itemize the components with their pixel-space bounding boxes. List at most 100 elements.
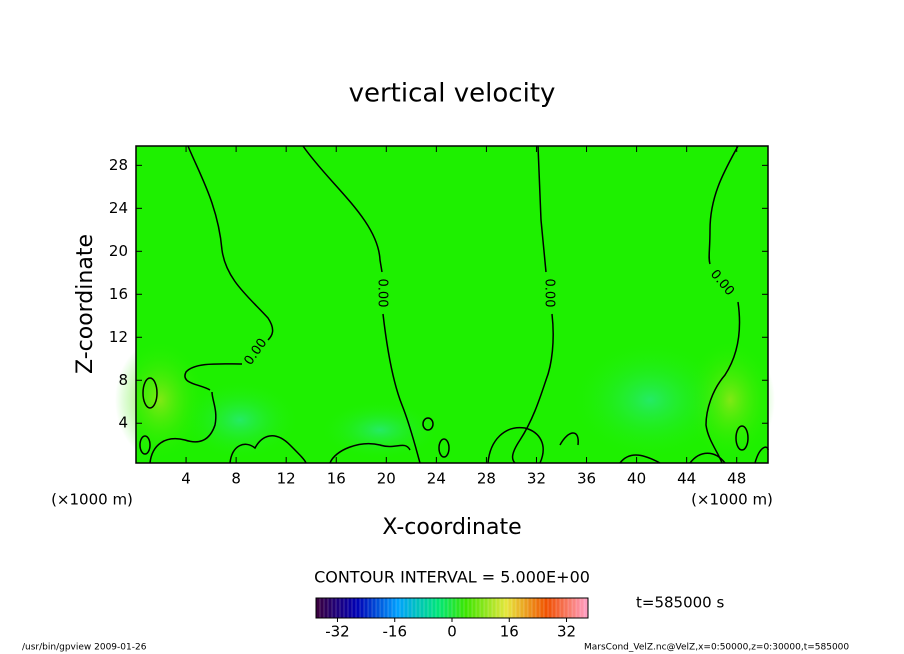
colorbar-cell <box>348 598 353 618</box>
x-tick-label: 16 <box>327 470 346 488</box>
colorbar-cell <box>324 598 329 618</box>
colorbar-cell <box>392 598 397 618</box>
colorbar-cell <box>540 598 545 618</box>
colorbar-cell <box>396 598 401 618</box>
y-tick-label: 24 <box>109 199 128 217</box>
colorbar-cell <box>580 598 585 618</box>
colorbar-cell <box>344 598 349 618</box>
colorbar-cell <box>320 598 325 618</box>
colorbar-cell <box>568 598 573 618</box>
colorbar-cell <box>564 598 569 618</box>
colorbar-cell <box>480 598 485 618</box>
y-tick-label: 8 <box>118 371 128 389</box>
x-tick-label: 24 <box>427 470 446 488</box>
colorbar-cell <box>556 598 561 618</box>
y-tick-label: 20 <box>109 242 128 260</box>
colorbar-cell <box>484 598 489 618</box>
colorbar-cell <box>492 598 497 618</box>
colorbar-cell <box>576 598 581 618</box>
colorbar-cell <box>360 598 365 618</box>
colorbar-cell <box>560 598 565 618</box>
colorbar-cell <box>428 598 433 618</box>
y-tick-label: 12 <box>109 328 128 346</box>
plot-frame <box>135 145 769 464</box>
colorbar-cell <box>496 598 501 618</box>
colorbar-cell <box>364 598 369 618</box>
colorbar-cell <box>572 598 577 618</box>
colorbar-tick-label: -16 <box>382 623 407 641</box>
x-tick-label: 40 <box>627 470 646 488</box>
plot-field <box>115 145 775 464</box>
colorbar-cell <box>424 598 429 618</box>
colorbar-cell <box>552 598 557 618</box>
colorbar-cell <box>512 598 517 618</box>
colorbar-cell <box>472 598 477 618</box>
colorbar-cell <box>408 598 413 618</box>
colorbar-cell <box>420 598 425 618</box>
footer-right: MarsCond_VelZ.nc@VelZ,x=0:50000,z=0:3000… <box>584 643 849 653</box>
y-tick-label: 28 <box>109 156 128 174</box>
x-tick-label: 4 <box>181 470 191 488</box>
colorbar-cell <box>400 598 405 618</box>
x-tick-label: 44 <box>677 470 696 488</box>
colorbar-cell <box>440 598 445 618</box>
colorbar-tick-label: 0 <box>447 623 457 641</box>
contour-label: 0.00 <box>542 279 557 308</box>
colorbar-cell <box>380 598 385 618</box>
colorbar-cell <box>404 598 409 618</box>
time-label: t=585000 s <box>636 594 724 612</box>
colorbar-cell <box>412 598 417 618</box>
colorbar-cell <box>468 598 473 618</box>
colorbar-cell <box>352 598 357 618</box>
x-tick-label: 8 <box>231 470 241 488</box>
colorbar-cell <box>452 598 457 618</box>
colorbar-cell <box>416 598 421 618</box>
y-tick-label: 16 <box>109 285 128 303</box>
colorbar-cell <box>536 598 541 618</box>
colorbar-cell <box>528 598 533 618</box>
colorbar-cell <box>448 598 453 618</box>
colorbar-cell <box>532 598 537 618</box>
colorbar-tick-label: 16 <box>500 623 519 641</box>
chart-title: vertical velocity <box>349 79 556 109</box>
colorbar-cell <box>520 598 525 618</box>
colorbar-cell <box>436 598 441 618</box>
colorbar-cell <box>584 598 589 618</box>
x-unit-right: (×1000 m) <box>691 491 773 509</box>
colorbar-cell <box>384 598 389 618</box>
x-tick-label: 32 <box>527 470 546 488</box>
colorbar-cell <box>432 598 437 618</box>
x-unit-left: (×1000 m) <box>51 491 133 509</box>
colorbar-cell <box>460 598 465 618</box>
colorbar-cell <box>476 598 481 618</box>
colorbar-cell <box>328 598 333 618</box>
colorbar-cell <box>508 598 513 618</box>
x-tick-label: 36 <box>577 470 596 488</box>
colorbar-cell <box>340 598 345 618</box>
colorbar-cell <box>516 598 521 618</box>
colorbar-cell <box>488 598 493 618</box>
colorbar-cell <box>356 598 361 618</box>
colorbar-cell <box>444 598 449 618</box>
colorbar-tick-label: 32 <box>557 623 576 641</box>
colorbar-cell <box>368 598 373 618</box>
colorbar-cell <box>504 598 509 618</box>
x-axis-label: X-coordinate <box>382 515 521 540</box>
y-axis-label: Z-coordinate <box>73 234 98 374</box>
x-tick-label: 12 <box>277 470 296 488</box>
colorbar-cell <box>376 598 381 618</box>
contour-interval: CONTOUR INTERVAL = 5.000E+00 <box>314 568 590 587</box>
colorbar-cell <box>372 598 377 618</box>
colorbar-cell <box>464 598 469 618</box>
x-tick-label: 48 <box>727 470 746 488</box>
colorbar-cell <box>316 598 321 618</box>
colorbar-cell <box>544 598 549 618</box>
footer-left: /usr/bin/gpview 2009-01-26 <box>22 643 147 653</box>
colorbar-cell <box>388 598 393 618</box>
colorbar-cell <box>548 598 553 618</box>
x-tick-label: 20 <box>377 470 396 488</box>
y-tick-label: 4 <box>118 414 128 432</box>
contour-label: 0.00 <box>375 279 390 308</box>
colorbar-cell <box>332 598 337 618</box>
